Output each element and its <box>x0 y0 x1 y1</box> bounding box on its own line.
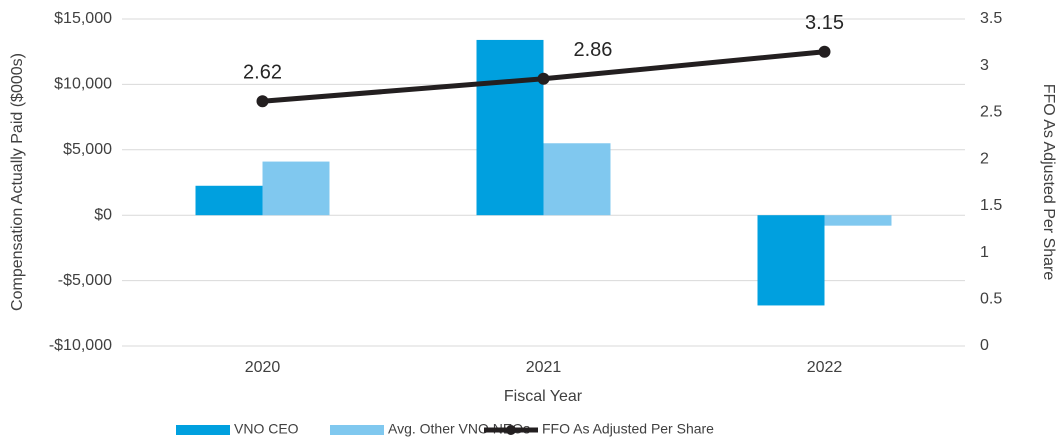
y2-tick-label: 0.5 <box>980 291 1002 308</box>
x-axis-title: Fiscal Year <box>504 388 583 405</box>
data-label: 2.62 <box>243 61 282 83</box>
legend-label: FFO As Adjusted Per Share <box>542 421 714 437</box>
data-label: 3.15 <box>805 12 844 34</box>
bar <box>262 161 330 216</box>
y2-tick-label: 3.5 <box>980 10 1002 27</box>
y2-tick-label: 2 <box>980 150 989 167</box>
legend-point <box>506 425 516 435</box>
y2-tick-label: 2.5 <box>980 104 1002 121</box>
y2-tick-label: 3 <box>980 57 989 74</box>
line-point <box>537 72 550 85</box>
legend-label: Avg. Other VNO NEOs <box>388 421 530 437</box>
y2-tick-label: 1.5 <box>980 197 1002 214</box>
x-tick-label: 2020 <box>245 359 281 376</box>
legend-swatch <box>330 425 384 435</box>
y-tick-label: $0 <box>94 206 112 223</box>
y-tick-label: -$5,000 <box>58 272 112 289</box>
line-point <box>256 95 269 108</box>
bar <box>195 185 263 216</box>
legend-swatch <box>176 425 230 435</box>
y2-axis-title: FFO As Adjusted Per Share <box>1040 84 1057 281</box>
bar <box>476 39 544 216</box>
y-tick-label: $5,000 <box>63 141 112 158</box>
y-tick-label: $15,000 <box>54 10 112 27</box>
bar <box>543 143 611 216</box>
x-tick-label: 2021 <box>526 359 562 376</box>
y2-tick-label: 1 <box>980 244 989 261</box>
line-point <box>818 45 831 58</box>
y-tick-label: $10,000 <box>54 76 112 93</box>
x-tick-label: 2022 <box>807 359 843 376</box>
y-tick-label: -$10,000 <box>49 337 112 354</box>
y-axis-title: Compensation Actually Paid ($000s) <box>9 53 26 311</box>
bar <box>824 215 892 226</box>
legend-label: VNO CEO <box>234 421 299 437</box>
y2-tick-label: 0 <box>980 337 989 354</box>
bar <box>757 215 825 306</box>
data-label: 2.86 <box>574 39 613 61</box>
